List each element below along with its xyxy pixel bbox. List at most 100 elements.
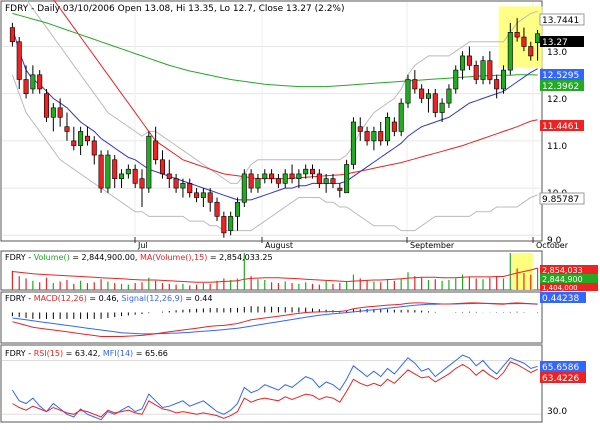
mid-ma-line (12, 12, 538, 88)
candle-body (173, 178, 179, 189)
candle-body (50, 107, 56, 118)
candle-body (378, 131, 384, 142)
candlestick (71, 126, 77, 151)
candlestick (425, 88, 431, 113)
candle-body (303, 168, 309, 175)
candle-body (30, 74, 36, 90)
candle-body (105, 154, 111, 189)
price-value-tag: 9.85787 (539, 192, 585, 205)
price-tick-label: 11.0 (547, 142, 567, 152)
candlestick (337, 183, 343, 198)
candle-body (166, 173, 172, 179)
candle-body (453, 69, 459, 90)
candle-body (200, 192, 206, 198)
candlestick (125, 164, 131, 179)
short-ma-line (11, 27, 538, 201)
candle-body (275, 178, 281, 184)
candlestick (357, 117, 363, 141)
candlestick (132, 164, 138, 189)
candle-body (514, 32, 520, 38)
candlestick (248, 169, 254, 193)
candle-body (330, 178, 336, 184)
volume-legend-label: Volume() (34, 253, 70, 262)
mfi-legend-value: = 65.66 (136, 349, 168, 358)
candlestick (446, 84, 452, 108)
candle-body (207, 192, 213, 203)
candlestick (234, 197, 241, 231)
price-value-tag-text: 12.5295 (542, 71, 579, 81)
candlestick (23, 65, 29, 99)
candlestick (214, 197, 220, 222)
candlestick (269, 169, 275, 184)
candlestick (473, 60, 479, 85)
candlestick (119, 169, 125, 189)
candle-body (391, 121, 397, 132)
candle-body (119, 173, 125, 179)
candlestick (187, 178, 193, 198)
candle-body (507, 32, 513, 71)
candlestick (30, 65, 36, 94)
candlestick (262, 169, 268, 184)
candle-body (480, 60, 486, 80)
candlestick (16, 37, 22, 89)
candle-body (234, 201, 241, 217)
candlestick (439, 98, 445, 122)
candlestick (255, 173, 261, 193)
candlestick (289, 164, 295, 184)
candle-body (9, 27, 15, 43)
candlestick (166, 159, 172, 189)
candle-body (296, 173, 302, 179)
candle-body (71, 140, 77, 146)
candlestick (412, 70, 418, 94)
candle-body (132, 168, 138, 184)
candlestick (309, 164, 316, 179)
volume-ma-line (12, 267, 538, 283)
candle-body (371, 131, 377, 142)
volume-value-tag: 1,404,000 (540, 283, 598, 292)
candlestick (528, 41, 534, 61)
candle-body (466, 55, 472, 66)
candle-body (385, 116, 391, 142)
candlestick (494, 74, 500, 99)
signal-legend-value: = 0.44 (185, 294, 212, 303)
mfi-legend-label: MFI(14) (103, 349, 133, 358)
candlestick (323, 173, 329, 193)
candlestick (405, 74, 411, 108)
candle-body (316, 173, 322, 184)
candle-body (528, 46, 534, 57)
candle-body (425, 93, 431, 99)
rsi-value-tag-text: 65.6586 (542, 363, 579, 373)
price-value-tag: 13.27 (540, 36, 584, 48)
rsi-value-tag: 65.6586 (540, 361, 586, 373)
macd-line (12, 302, 538, 337)
price-value-tag-text: 11.4461 (542, 122, 579, 132)
candlestick (159, 150, 165, 179)
candle-body (398, 102, 404, 132)
candlestick (43, 88, 50, 122)
volume-ma-legend-value: = 2,854,033.25 (210, 253, 273, 262)
candle-body (419, 88, 425, 99)
price-value-tag-text: 13.7441 (542, 16, 579, 26)
candlestick (173, 173, 179, 193)
candle-body (180, 183, 186, 189)
long-ma-line (53, 0, 538, 180)
macd-lines (11, 302, 539, 337)
candlestick (316, 169, 322, 189)
candle-body (159, 159, 165, 175)
month-label: October (536, 241, 569, 250)
candlestick (378, 122, 384, 146)
candle-body (23, 79, 29, 94)
candle-body (487, 60, 493, 80)
candle-body (446, 88, 452, 104)
candlestick (385, 112, 391, 146)
candlestick (153, 126, 159, 165)
macd-legend-label: MACD(12,26) (34, 294, 87, 303)
candlestick (466, 46, 472, 71)
candle-body (350, 121, 356, 165)
candlestick (398, 98, 404, 137)
candlestick (460, 51, 466, 80)
price-value-tag: 13.7441 (539, 13, 585, 26)
candlestick (487, 51, 493, 85)
upper-band-line (25, 0, 538, 184)
